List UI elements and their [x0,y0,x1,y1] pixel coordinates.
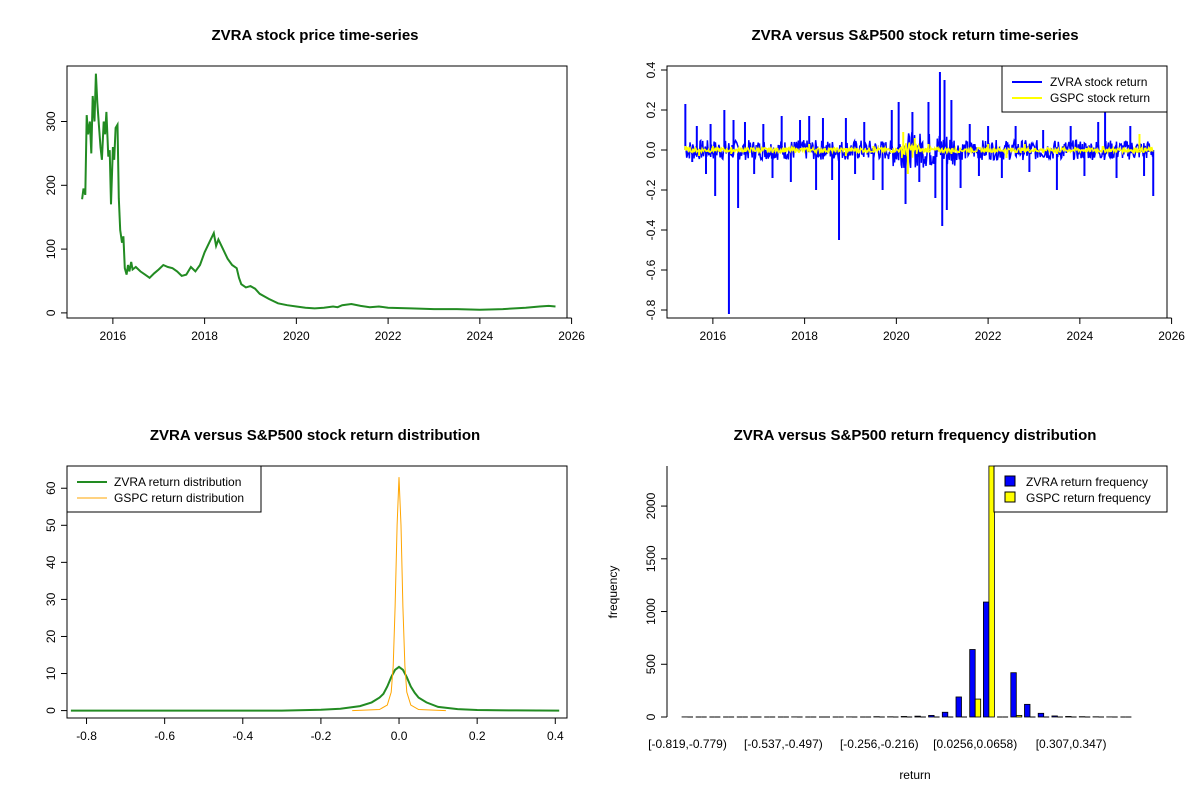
legend-swatch-zvra-freq [1005,476,1015,486]
panel3-legend-box [67,466,261,512]
panel3-y-tick-label: 40 [44,555,58,569]
panel2-x-tick-label: 2024 [1066,329,1093,343]
zvra-freq-bar [1011,673,1017,717]
panel1-title: ZVRA stock price time-series [211,27,418,44]
panel2-y-tick-label: -0.6 [644,259,658,280]
panel2-legend: ZVRA stock return GSPC stock return [1002,66,1167,112]
zvra-freq-bar [956,697,962,717]
gspc-freq-bar [975,699,981,717]
zvra-freq-bar [983,602,989,717]
zvra-freq-bar [929,715,935,717]
panel1-y-tick-label: 300 [44,111,58,131]
panel4-x-category-label: [-0.819,-0.779) [648,737,727,751]
panel1-x-tick-label: 2026 [558,329,585,343]
panel3-legend: ZVRA return distribution GSPC return dis… [67,466,261,512]
panel2-title: ZVRA versus S&P500 stock return time-ser… [751,27,1078,44]
panel3-y-tick-label: 30 [44,592,58,606]
price-series-line [82,74,555,310]
panel3-plot: -0.8 -0.6 -0.4 -0.2 0.0 0.2 0.4 0 10 20 30 40 50 60 [44,477,564,743]
zvra-freq-bar [1052,716,1058,717]
panel3-y-tick-label: 60 [44,481,58,495]
panel1-y-tick-label: 100 [44,239,58,259]
panel2-y-tick-label: 0.4 [644,61,658,78]
zvra-freq-bar [970,650,976,717]
panel1-y-tick-label: 0 [44,309,58,316]
panel1-x-tick-label: 2022 [375,329,402,343]
zvra-freq-bar [942,712,948,717]
panel3-x-tick-label: 0.2 [469,729,486,743]
panel3-y-tick-label: 20 [44,629,58,643]
legend-label-gspc-dist: GSPC return distribution [114,491,244,505]
panel4-ylabel: frequency [606,566,620,619]
panel1-plot: 2016 2018 2020 2022 2024 2026 0 100 200 300 [44,74,585,343]
panel3-x-tick-label: -0.8 [76,729,97,743]
legend-label-zvra: ZVRA stock return [1050,75,1147,89]
panel4-x-category-label: [0.0256,0.0658) [933,737,1017,751]
gspc-freq-bar [1016,715,1022,717]
panel2-y-tick-label: -0.2 [644,179,658,200]
panel1-x-tick-label: 2020 [283,329,310,343]
panel2-y-tick-label: 0.0 [644,141,658,158]
zvra-freq-bar [1066,716,1072,717]
panel4-x-category-label: [-0.537,-0.497) [744,737,823,751]
panel4-y-tick-label: 0 [644,713,658,720]
panel2-y-tick-label: -0.8 [644,299,658,320]
panel1-plot-box [67,66,567,318]
legend-label-zvra-freq: ZVRA return frequency [1026,475,1148,489]
legend-label-zvra-dist: ZVRA return distribution [114,475,241,489]
panel1-x-tick-label: 2018 [191,329,218,343]
zvra-freq-bar [901,716,907,717]
panel2-x-tick-label: 2016 [700,329,727,343]
panel2-x-tick-label: 2022 [975,329,1002,343]
panel3-x-tick-label: -0.4 [232,729,253,743]
panel2-x-tick-label: 2026 [1158,329,1185,343]
panel3-y-tick-label: 50 [44,518,58,532]
panel1-y-tick-label: 200 [44,175,58,195]
panel3-title: ZVRA versus S&P500 stock return distribu… [150,427,480,444]
panel2-y-tick-label: -0.4 [644,219,658,240]
panel4-y-tick-label: 500 [644,654,658,674]
panel4-legend: ZVRA return frequency GSPC return freque… [994,466,1167,512]
panel4-title: ZVRA versus S&P500 return frequency dist… [734,427,1097,444]
panel1-x-tick-label: 2016 [100,329,127,343]
panel3-x-tick-label: -0.6 [154,729,175,743]
zvra-freq-bar [1038,713,1044,717]
zvra-density-line [71,667,559,711]
panel4-xlabel: return [899,768,930,782]
panel2-x-tick-label: 2018 [791,329,818,343]
panel1-x-tick-label: 2024 [466,329,493,343]
panel3-x-tick-label: 0.4 [547,729,564,743]
zvra-freq-bar [915,716,921,717]
panel4-legend-box [994,466,1167,512]
legend-label-gspc: GSPC stock return [1050,91,1150,105]
panel2-legend-box [1002,66,1167,112]
panel3-x-tick-label: 0.0 [391,729,408,743]
gspc-density-line [352,477,446,710]
panel4-y-tick-label: 1500 [644,545,658,572]
panel4-x-category-label: [-0.256,-0.216) [840,737,919,751]
panel3-y-tick-label: 10 [44,667,58,681]
panel4-y-tick-label: 2000 [644,492,658,519]
panel3-y-tick-label: 0 [44,707,58,714]
legend-swatch-gspc-freq [1005,492,1015,502]
panel2-y-tick-label: 0.2 [644,101,658,118]
panel4-y-tick-label: 1000 [644,598,658,625]
panel3-x-tick-label: -0.2 [311,729,332,743]
zvra-freq-bar [1025,704,1031,717]
panel4-x-category-label: [0.307,0.347) [1036,737,1107,751]
legend-label-gspc-freq: GSPC return frequency [1026,491,1151,505]
panel2-x-tick-label: 2020 [883,329,910,343]
